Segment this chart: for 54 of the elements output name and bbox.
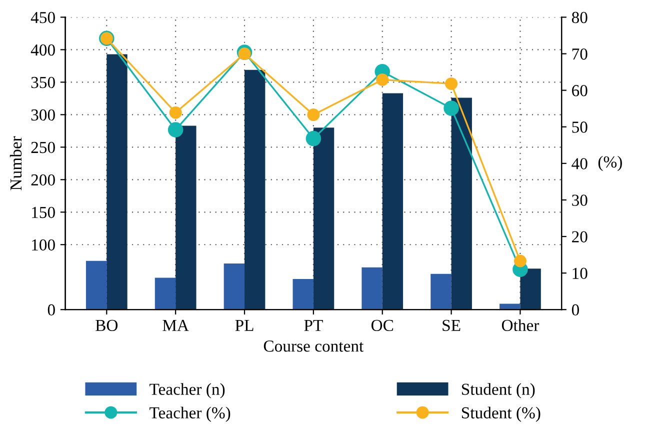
point (376, 73, 389, 86)
bar (430, 274, 452, 310)
bar (176, 126, 196, 310)
point (514, 254, 526, 268)
legend-label: Teacher (n) (150, 383, 225, 398)
y-tick-label: 300 (31, 109, 55, 121)
bar (362, 267, 382, 310)
x-tick-label: Other (502, 319, 540, 332)
y2-tick-label: 80 (572, 12, 588, 24)
y-tick-label: 100 (32, 239, 55, 251)
bar (520, 268, 541, 310)
point (238, 48, 251, 60)
y2-tick-label: 10 (572, 268, 588, 279)
bar (224, 263, 245, 310)
bar (382, 93, 404, 310)
point (169, 106, 182, 119)
y2-axis-title: (%) (598, 156, 622, 171)
point (444, 100, 459, 116)
y2-tick-label: 20 (572, 231, 588, 242)
bar (313, 128, 334, 310)
x-tick-label: SE (442, 320, 460, 332)
x-tick-label: MA (162, 320, 189, 331)
point (445, 77, 458, 90)
x-axis-title: Course content (264, 340, 364, 352)
x-tick-label: OC (371, 320, 394, 332)
y-tick-label: 450 (30, 12, 55, 24)
bar (451, 98, 472, 310)
y-axis-title: Number (10, 136, 22, 190)
bar (106, 54, 128, 310)
bar (154, 278, 176, 310)
point (168, 122, 184, 138)
y-tick-label: 350 (31, 76, 55, 88)
x-tick-label: PL (235, 320, 254, 331)
bar (292, 279, 314, 310)
bar (244, 70, 266, 310)
y-tick-label: 150 (32, 206, 55, 218)
y2-tick-label: 70 (572, 48, 588, 60)
y-tick-label: 250 (31, 142, 55, 154)
legend-label: Teacher (%) (150, 406, 230, 422)
point (307, 108, 320, 122)
y2-tick-label: 30 (572, 194, 588, 206)
y2-tick-label: 40 (572, 158, 588, 170)
legend-label: Student (%) (462, 406, 540, 422)
legend-label: Student (n) (462, 383, 535, 398)
y2-tick-label: 60 (572, 85, 588, 96)
point (306, 130, 322, 146)
y2-tick-label: 0 (572, 304, 579, 316)
y-tick-label: 0 (48, 304, 55, 316)
y-tick-label: 400 (30, 44, 55, 56)
bar (86, 260, 107, 310)
y-tick-label: 200 (31, 174, 55, 186)
x-tick-label: BO (96, 320, 118, 332)
y2-tick-label: 50 (572, 122, 588, 133)
x-tick-label: PT (304, 320, 323, 331)
